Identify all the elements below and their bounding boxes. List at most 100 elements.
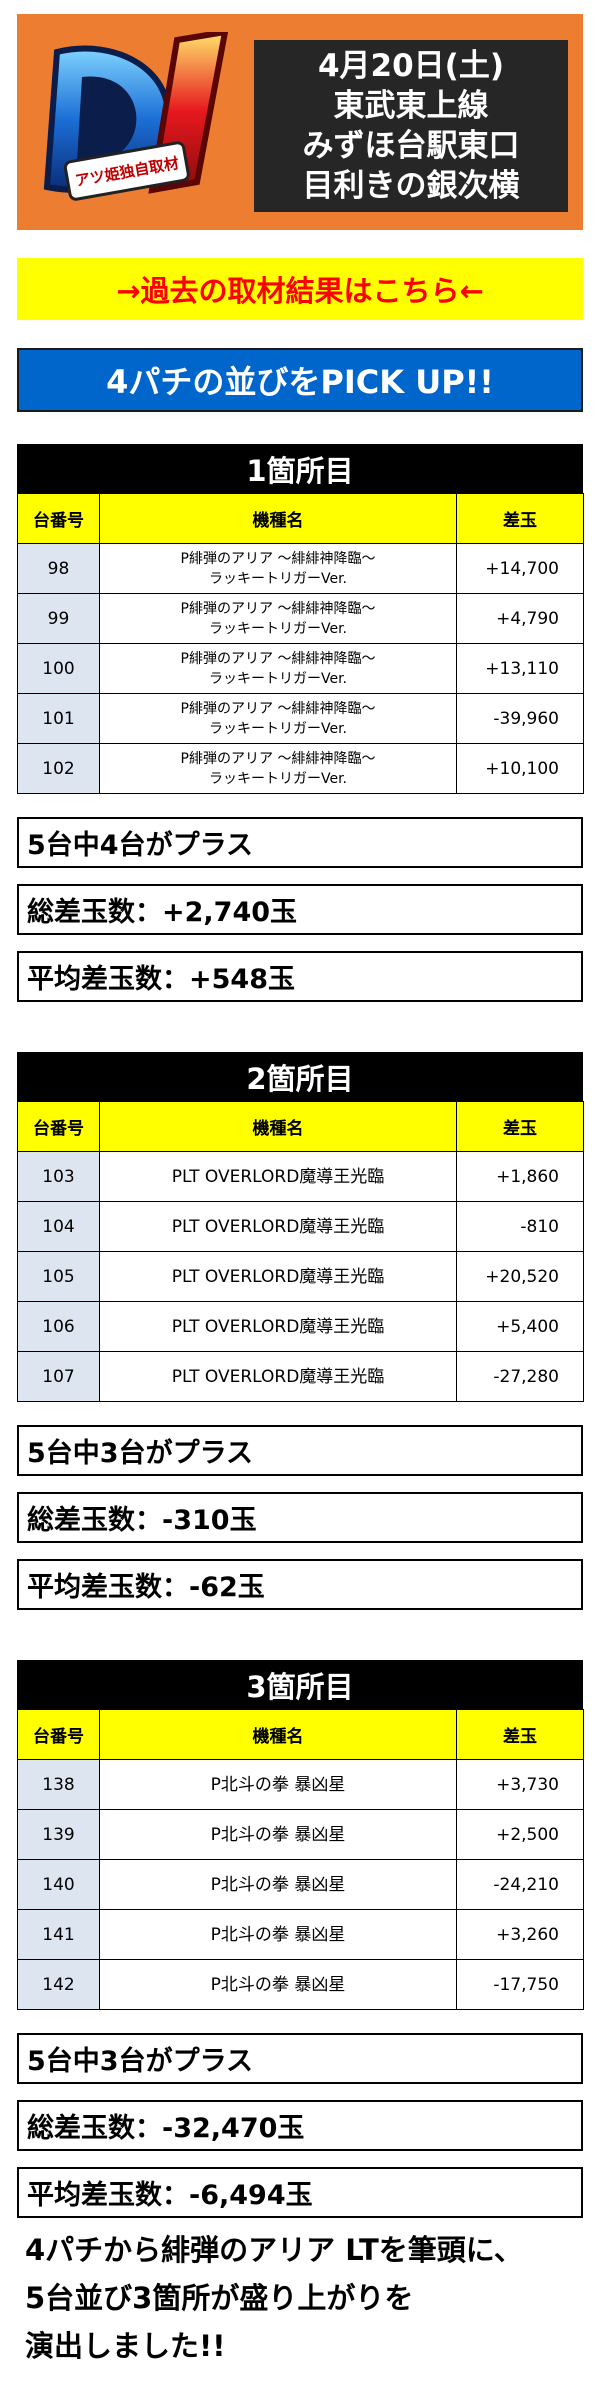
header-model-name: 機種名 [99,1101,457,1152]
table-row: 141 P北斗の拳 暴凶星 +3,260 [17,1909,584,1960]
event-date: 4月20日(土) [317,48,505,84]
difference-value: +14,700 [456,543,584,594]
table-row: 98 P緋弾のアリア ～緋緋神降臨～ ラッキートリガーVer. +14,700 [17,543,584,594]
difference-value: -24,210 [456,1859,584,1910]
average-difference: 平均差玉数：-6,494玉 [17,2167,583,2218]
machine-number: 138 [17,1759,100,1810]
event-railway: 東武東上線 [333,88,489,124]
closing-line-3: 演出しました!! [25,2329,226,2363]
model-name-line1: P緋弾のアリア ～緋緋神降臨～ [180,750,376,767]
model-name: P北斗の拳 暴凶星 [99,1859,457,1910]
model-name-line2: ラッキートリガーVer. [208,670,348,687]
table-row: 142 P北斗の拳 暴凶星 -17,750 [17,1959,584,2010]
section-title: 1箇所目 [17,444,583,493]
difference-value: +4,790 [456,593,584,644]
model-name-line2: ラッキートリガーVer. [208,770,348,787]
model-name-line2: ラッキートリガーVer. [208,720,348,737]
table-row: 139 P北斗の拳 暴凶星 +2,500 [17,1809,584,1860]
model-name: P北斗の拳 暴凶星 [99,1909,457,1960]
average-difference: 平均差玉数：+548玉 [17,951,583,1002]
table-row: 140 P北斗の拳 暴凶星 -24,210 [17,1859,584,1910]
table-row: 102 P緋弾のアリア ～緋緋神降臨～ ラッキートリガーVer. +10,100 [17,743,584,794]
machine-number: 98 [17,543,100,594]
model-name: PLT OVERLORD魔導王光臨 [99,1201,457,1252]
model-name: PLT OVERLORD魔導王光臨 [99,1301,457,1352]
machine-number: 139 [17,1809,100,1860]
section-2: 2箇所目 台番号 機種名 差玉 103 PLT OVERLORD魔導王光臨 +1… [17,1052,584,1402]
table-row: 138 P北斗の拳 暴凶星 +3,730 [17,1759,584,1810]
difference-value: +5,400 [456,1301,584,1352]
header-machine-number: 台番号 [17,1101,100,1152]
machine-number: 99 [17,593,100,644]
header-difference: 差玉 [456,1101,584,1152]
section-title: 2箇所目 [17,1052,583,1101]
closing-line-2: 5台並び3箇所が盛り上がりを [25,2281,414,2315]
header-model-name: 機種名 [99,493,457,544]
header-banner: アツ姫独自取材 4月20日(土) 東武東上線 みずほ台駅東口 目利きの銀次横 [17,14,583,230]
difference-value: +2,500 [456,1809,584,1860]
results-table: 台番号 機種名 差玉 98 P緋弾のアリア ～緋緋神降臨～ ラッキートリガーVer… [17,493,584,794]
table-row: 100 P緋弾のアリア ～緋緋神降臨～ ラッキートリガーVer. +13,110 [17,643,584,694]
event-location: 目利きの銀次横 [302,168,520,204]
machine-number: 107 [17,1351,100,1402]
machine-number: 105 [17,1251,100,1302]
plus-count-summary: 5台中4台がプラス [17,817,583,868]
table-row: 103 PLT OVERLORD魔導王光臨 +1,860 [17,1151,584,1202]
plus-count-summary: 5台中3台がプラス [17,2033,583,2084]
results-table: 台番号 機種名 差玉 138 P北斗の拳 暴凶星 +3,730 139 P北斗の… [17,1709,584,2010]
closing-line-1: 4パチから緋弾のアリア LTを筆頭に、 [25,2233,523,2267]
model-name: P北斗の拳 暴凶星 [99,1759,457,1810]
table-row: 106 PLT OVERLORD魔導王光臨 +5,400 [17,1301,584,1352]
table-header-row: 台番号 機種名 差玉 [17,493,584,544]
past-results-link[interactable]: →過去の取材結果はこちら← [17,258,583,320]
section-3: 3箇所目 台番号 機種名 差玉 138 P北斗の拳 暴凶星 +3,730 139… [17,1660,584,2010]
total-difference: 総差玉数：+2,740玉 [17,884,583,935]
model-name: P北斗の拳 暴凶星 [99,1809,457,1860]
difference-value: -810 [456,1201,584,1252]
model-name-line2: ラッキートリガーVer. [208,570,348,587]
model-name-line2: ラッキートリガーVer. [208,620,348,637]
model-name: P緋弾のアリア ～緋緋神降臨～ ラッキートリガーVer. [99,693,457,744]
difference-value: +1,860 [456,1151,584,1202]
table-row: 101 P緋弾のアリア ～緋緋神降臨～ ラッキートリガーVer. -39,960 [17,693,584,744]
difference-value: +13,110 [456,643,584,694]
machine-number: 102 [17,743,100,794]
header-difference: 差玉 [456,493,584,544]
table-header-row: 台番号 機種名 差玉 [17,1101,584,1152]
section-title: 3箇所目 [17,1660,583,1709]
machine-number: 142 [17,1959,100,2010]
difference-value: -39,960 [456,693,584,744]
table-row: 104 PLT OVERLORD魔導王光臨 -810 [17,1201,584,1252]
model-name: P緋弾のアリア ～緋緋神降臨～ ラッキートリガーVer. [99,643,457,694]
model-name: PLT OVERLORD魔導王光臨 [99,1351,457,1402]
model-name: PLT OVERLORD魔導王光臨 [99,1151,457,1202]
header-machine-number: 台番号 [17,1709,100,1760]
event-info-box: 4月20日(土) 東武東上線 みずほ台駅東口 目利きの銀次横 [254,40,568,212]
header-model-name: 機種名 [99,1709,457,1760]
pickup-banner: 4パチの並びをPICK UP!! [17,348,583,412]
average-difference: 平均差玉数：-62玉 [17,1559,583,1610]
model-name-line1: P緋弾のアリア ～緋緋神降臨～ [180,700,376,717]
difference-value: +3,730 [456,1759,584,1810]
total-difference: 総差玉数：-32,470玉 [17,2100,583,2151]
difference-value: +20,520 [456,1251,584,1302]
machine-number: 104 [17,1201,100,1252]
machine-number: 101 [17,693,100,744]
event-station: みずほ台駅東口 [302,128,520,164]
model-name: PLT OVERLORD魔導王光臨 [99,1251,457,1302]
d1-logo: アツ姫独自取材 [43,32,229,201]
table-row: 99 P緋弾のアリア ～緋緋神降臨～ ラッキートリガーVer. +4,790 [17,593,584,644]
header-machine-number: 台番号 [17,493,100,544]
model-name: P緋弾のアリア ～緋緋神降臨～ ラッキートリガーVer. [99,593,457,644]
model-name: P緋弾のアリア ～緋緋神降臨～ ラッキートリガーVer. [99,743,457,794]
plus-count-summary: 5台中3台がプラス [17,1425,583,1476]
difference-value: +3,260 [456,1909,584,1960]
results-table: 台番号 機種名 差玉 103 PLT OVERLORD魔導王光臨 +1,860 … [17,1101,584,1402]
machine-number: 103 [17,1151,100,1202]
model-name: P北斗の拳 暴凶星 [99,1959,457,2010]
model-name: P緋弾のアリア ～緋緋神降臨～ ラッキートリガーVer. [99,543,457,594]
table-header-row: 台番号 機種名 差玉 [17,1709,584,1760]
model-name-line1: P緋弾のアリア ～緋緋神降臨～ [180,550,376,567]
header-difference: 差玉 [456,1709,584,1760]
machine-number: 141 [17,1909,100,1960]
